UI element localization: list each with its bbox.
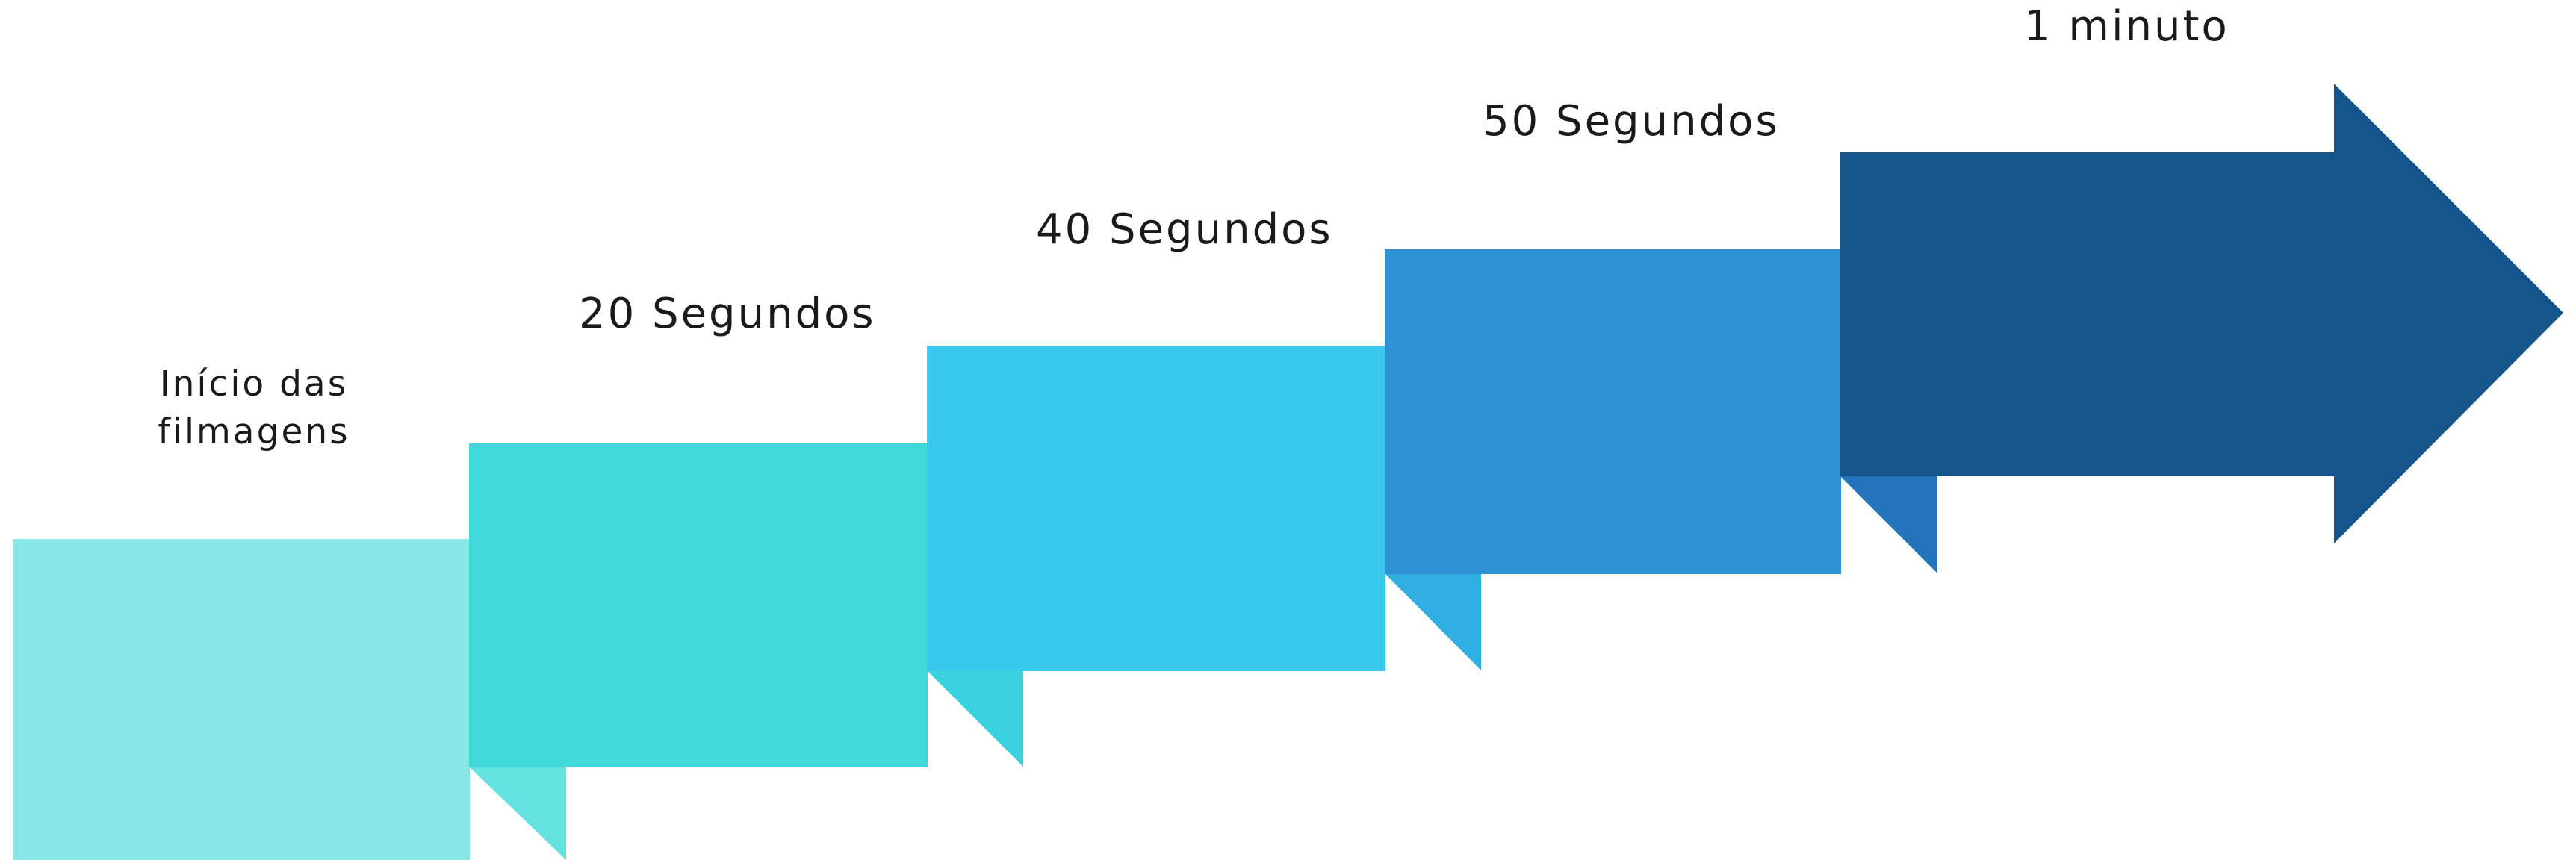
step-2-label: 20 Segundos (579, 290, 876, 338)
step-2-panel (469, 443, 928, 767)
step-5-label: 1 minuto (2024, 2, 2229, 51)
step-4-panel (1385, 249, 1841, 574)
step-3-label: 40 Segundos (1036, 205, 1333, 254)
step-1-panel (13, 539, 470, 860)
step-4-label: 50 Segundos (1483, 97, 1780, 146)
step-1-label: Início das filmagens (158, 364, 350, 452)
step-2-fold (927, 670, 1023, 767)
step-4-fold (1840, 476, 1937, 573)
step-5-arrow (1840, 84, 2563, 543)
step-3-fold (1385, 573, 1481, 670)
step-3-panel (927, 346, 1385, 671)
step-1-fold (469, 767, 566, 860)
